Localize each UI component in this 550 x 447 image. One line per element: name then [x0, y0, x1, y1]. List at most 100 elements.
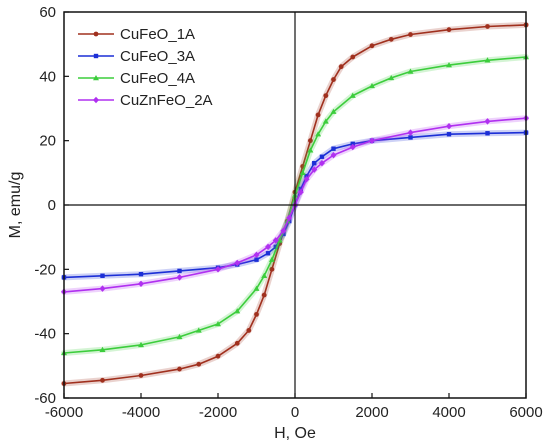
- x-tick-label: 4000: [432, 404, 465, 421]
- series-cufeo-1a-point-6: [234, 340, 240, 346]
- series-cufeo-1a-point-9: [261, 292, 267, 298]
- series-cufeo-4a-point-13: [299, 169, 306, 176]
- series-cufeo-4a-point-16: [322, 118, 329, 124]
- series-cuznfeo-2a-point-9: [280, 227, 287, 234]
- series-cufeo-1a-point-2: [138, 373, 144, 378]
- series-cufeo-1a-point-22: [388, 36, 394, 42]
- series-cufeo-1a-point-8: [254, 311, 259, 317]
- series-cufeo-1a-point-18: [331, 77, 336, 82]
- series-cufeo-1a-point-19: [338, 64, 344, 70]
- series-cuznfeo-2a-point-19: [407, 129, 414, 136]
- series-cufeo-3a-point-17: [350, 141, 355, 147]
- y-tick-label: 40: [39, 68, 56, 85]
- series-cufeo-4a-point-3: [176, 333, 183, 340]
- series-cufeo-3a-point-16: [331, 146, 336, 151]
- x-tick-label: 2000: [355, 404, 388, 421]
- series-cuznfeo-2a-point-1: [99, 285, 106, 292]
- series-cuznfeo-2a-point-7: [265, 243, 272, 251]
- series-cufeo-1a-point-25: [485, 24, 490, 29]
- series-cufeo-4a-point-14: [307, 147, 314, 153]
- series-cuznfeo-2a-point-12: [297, 188, 304, 196]
- series-cufeo-4a-point-7: [253, 285, 260, 291]
- series-cuznfeo-2a-point-17: [349, 143, 356, 151]
- series-cufeo-3a-point-7: [265, 251, 271, 256]
- x-tick-label: -6000: [45, 404, 83, 421]
- x-tick-label: -2000: [199, 404, 237, 421]
- series-cuznfeo-2a-point-6: [253, 251, 260, 259]
- series-cuznfeo-2a-point-8: [272, 237, 279, 244]
- series-cufeo-1a-point-4: [196, 361, 202, 367]
- legend-cuznfeo-2a-swatch-point-0: [93, 96, 99, 104]
- series-cuznfeo-2a-point-15: [318, 159, 325, 167]
- series-cufeo-4a-point-17: [330, 108, 337, 114]
- series-cufeo-4a-point-22: [446, 62, 452, 68]
- series-cuznfeo-2a-point-16: [330, 151, 337, 159]
- legend-cufeo-4a: CuFeO_4A: [78, 70, 195, 87]
- series-cufeo-3a-point-8: [273, 244, 278, 250]
- series-cuznfeo-2a-point-10: [286, 214, 293, 222]
- series-cufeo-3a-point-3: [177, 268, 182, 274]
- legend-cufeo-4a-swatch-point-0: [93, 75, 99, 81]
- series-cuznfeo-2a-point-2: [138, 280, 144, 288]
- series-cufeo-4a-point-19: [369, 82, 375, 89]
- series-cufeo-3a-point-1: [100, 273, 105, 278]
- axis-ticks: -6000 -4000 -2000 0 2000 4000 6000 -60 -40 -20 0 20…: [34, 4, 542, 421]
- legend-cufeo-3a-label: CuFeO_3A: [120, 48, 195, 65]
- y-tick-label: -20: [34, 261, 56, 278]
- series-cufeo-3a-point-13: [304, 173, 309, 179]
- series-cufeo-1a-point-24: [446, 27, 452, 33]
- legend-cufeo-3a-swatch-point-0: [93, 53, 99, 59]
- y-tick-label: -60: [34, 390, 56, 407]
- series-cufeo-4a-point-18: [349, 92, 356, 98]
- series-cuznfeo-2a-point-3: [176, 274, 183, 281]
- y-tick-label: -40: [34, 326, 56, 343]
- x-axis-label: H, Oe: [274, 425, 316, 442]
- series-cufeo-3a-point-14: [312, 160, 317, 166]
- y-tick-label: 20: [39, 133, 56, 150]
- series-cufeo-3a-point-15: [319, 154, 325, 159]
- x-tick-label: 6000: [509, 404, 542, 421]
- series-cufeo-3a-point-20: [446, 132, 452, 137]
- series-cuznfeo-2a-point-21: [484, 118, 491, 125]
- legend-cufeo-1a-swatch-point-0: [93, 31, 99, 37]
- y-axis-label: M, emu/g: [7, 172, 24, 239]
- series-cufeo-1a-point-17: [323, 93, 329, 99]
- series-cufeo-1a-point-3: [177, 366, 182, 372]
- zero-lines: [64, 12, 526, 398]
- series-cufeo-1a-point-7: [246, 328, 252, 333]
- x-tick-label: -4000: [122, 404, 160, 421]
- series-cufeo-1a-point-10: [269, 266, 275, 272]
- series-cufeo-3a-point-9: [281, 231, 286, 237]
- series-cufeo-4a-point-20: [388, 74, 395, 81]
- y-tick-label: 0: [48, 197, 56, 214]
- series-cufeo-4a-point-10: [276, 237, 283, 243]
- series-cuznfeo-2a-point-5: [234, 259, 241, 267]
- series-cuznfeo-2a-point-14: [311, 166, 318, 173]
- series-cuznfeo-2a-point-4: [215, 266, 221, 273]
- legend-cuznfeo-2a: CuZnFeO_2A: [78, 92, 213, 109]
- series-cufeo-1a-point-16: [315, 112, 321, 118]
- series-cufeo-4a-point-6: [234, 308, 241, 314]
- series-cufeo-1a-point-5: [215, 353, 221, 359]
- legend-cufeo-4a-label: CuFeO_4A: [120, 70, 195, 87]
- series-cufeo-4a-point-1: [99, 346, 106, 352]
- legend: CuFeO_1A CuFeO_3A CuFeO_4A CuZnFeO_2A: [78, 26, 213, 109]
- series-cufeo-3a-point-10: [287, 218, 292, 224]
- series-cufeo-4a-point-15: [315, 131, 322, 137]
- series-cufeo-3a-point-19: [408, 135, 413, 140]
- series-cufeo-3a-point-6: [254, 257, 259, 262]
- series-cufeo-4a-point-9: [268, 256, 275, 262]
- series-cufeo-1a-point-23: [408, 32, 413, 37]
- legend-cufeo-1a-label: CuFeO_1A: [120, 26, 195, 43]
- series-cufeo-4a-point-4: [195, 327, 202, 333]
- series-cufeo-1a-point-21: [369, 43, 375, 49]
- series-cufeo-3a-point-21: [485, 131, 490, 136]
- series-cufeo-1a-point-20: [350, 54, 356, 60]
- series-cufeo-3a-point-12: [298, 186, 303, 192]
- series-cufeo-4a-point-2: [138, 341, 144, 348]
- series-cuznfeo-2a-point-13: [303, 176, 310, 183]
- series-cuznfeo-2a-point-18: [369, 137, 375, 144]
- series-cuznfeo-2a-point-20: [446, 122, 452, 130]
- series-cufeo-4a-point-21: [407, 68, 414, 74]
- series-cufeo-1a-point-15: [308, 138, 313, 144]
